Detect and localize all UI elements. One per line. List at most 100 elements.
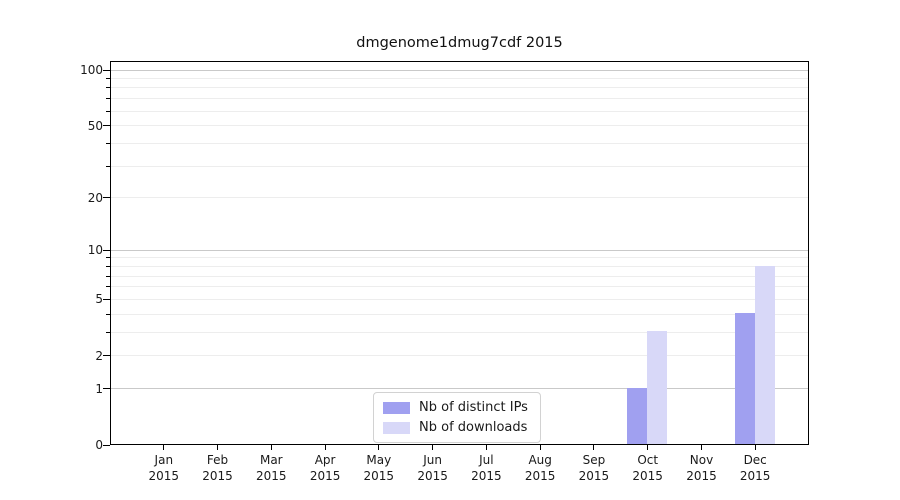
plot-area [110, 61, 809, 445]
bar-dec-downloads [754, 265, 775, 444]
y-minor-tick-60 [106, 110, 110, 112]
x-tick-label-line: Jan [154, 453, 174, 467]
x-tick-label-line: 2015 [632, 469, 663, 483]
x-tick-apr [324, 445, 326, 450]
y-tick-100 [103, 69, 110, 71]
x-tick-label-nov: Nov 2015 [662, 452, 742, 484]
x-tick-label-line: 2015 [578, 469, 610, 483]
y-minor-tick-4 [106, 313, 110, 315]
y-tick-label-10: 10 [87, 243, 103, 258]
gridline-8 [111, 266, 808, 267]
x-tick-label-line: 2015 [148, 469, 180, 483]
gridline-60 [111, 110, 808, 112]
x-tick-jan [163, 445, 165, 450]
x-tick-dec [754, 445, 756, 450]
x-tick-label-line: Nov [689, 453, 714, 467]
bar-oct-downloads [647, 331, 668, 444]
x-tick-label-line: 2015 [739, 469, 771, 483]
gridline-9 [111, 257, 808, 259]
gridline-10 [111, 249, 808, 251]
x-tick-may [378, 445, 380, 450]
y-minor-tick-9 [106, 257, 110, 259]
x-tick-label-line: 2015 [256, 469, 287, 483]
x-tick-label-feb: Feb 2015 [178, 452, 258, 484]
y-tick-20 [103, 197, 110, 199]
y-tick-label-2: 2 [95, 348, 103, 363]
y-tick-label-5: 5 [95, 292, 103, 307]
gridline-50 [111, 125, 808, 126]
gridline-2 [111, 355, 808, 357]
y-tick-label-1: 1 [95, 381, 103, 396]
y-tick-0 [103, 444, 110, 446]
chart-title: dmgenome1dmug7cdf 2015 [356, 35, 563, 51]
y-minor-tick-8 [106, 266, 110, 267]
x-tick-label-sep: Sep 2015 [554, 452, 634, 484]
x-tick-mar [270, 445, 272, 450]
gridline-4 [111, 313, 808, 315]
x-tick-label-line: Aug [528, 453, 552, 467]
gridline-70 [111, 98, 808, 100]
x-tick-label-apr: Apr 2015 [285, 452, 365, 484]
y-minor-tick-3 [106, 331, 110, 333]
x-tick-jun [432, 445, 434, 450]
gridline-1 [111, 388, 808, 390]
x-tick-label-line: Apr [314, 453, 336, 467]
y-tick-50 [103, 125, 110, 126]
x-tick-jul [485, 445, 487, 450]
legend-label-distinct-ips: Nb of distinct IPs [419, 400, 528, 415]
x-tick-label-mar: Mar 2015 [231, 452, 311, 484]
y-minor-tick-30 [106, 165, 110, 167]
gridline-5 [111, 298, 808, 300]
legend: Nb of distinct IPs Nb of downloads [373, 392, 541, 443]
y-tick-label-100: 100 [80, 63, 103, 77]
x-tick-label-line: 2015 [417, 469, 448, 483]
x-tick-label-line: Dec [743, 453, 767, 467]
x-tick-label-jan: Jan 2015 [124, 452, 204, 484]
y-tick-10 [103, 249, 110, 251]
legend-label-downloads: Nb of downloads [419, 420, 528, 435]
y-tick-label-20: 20 [87, 190, 103, 205]
x-tick-label-line: Sep [582, 453, 606, 467]
gridline-90 [111, 78, 808, 79]
bar-oct-ips [627, 387, 648, 444]
x-tick-label-line: 2015 [309, 469, 341, 483]
x-tick-label-jun: Jun 2015 [393, 452, 473, 484]
x-tick-label-line: Oct [637, 453, 659, 467]
x-tick-oct [647, 445, 649, 450]
gridline-40 [111, 142, 808, 144]
x-tick-label-line: 2015 [363, 469, 395, 483]
gridline-7 [111, 275, 808, 277]
x-tick-nov [701, 445, 702, 450]
gridline-20 [111, 197, 808, 199]
x-tick-label-may: May 2015 [339, 452, 419, 484]
gridline-30 [111, 165, 808, 167]
y-minor-tick-70 [106, 98, 110, 100]
y-tick-label-50: 50 [87, 118, 103, 133]
x-tick-sep [593, 445, 595, 450]
x-tick-label-line: Mar [259, 453, 283, 467]
bar-dec-ips [734, 313, 755, 444]
x-tick-label-line: 2015 [471, 469, 502, 483]
gridline-6 [111, 286, 808, 288]
x-tick-aug [539, 445, 541, 450]
x-tick-label-aug: Aug 2015 [500, 452, 580, 484]
y-tick-5 [103, 298, 110, 300]
x-tick-label-oct: Oct 2015 [608, 452, 688, 484]
y-tick-2 [103, 355, 110, 357]
legend-entry-downloads: Nb of downloads [383, 420, 528, 435]
y-tick-1 [103, 388, 110, 390]
x-tick-label-line: Jun [423, 453, 442, 467]
x-tick-feb [217, 445, 218, 450]
y-tick-label-0: 0 [95, 438, 103, 452]
legend-swatch-downloads [383, 421, 410, 434]
x-tick-label-line: 2015 [202, 469, 233, 483]
y-minor-tick-40 [106, 142, 110, 144]
legend-entry-distinct-ips: Nb of distinct IPs [383, 400, 528, 415]
y-minor-tick-90 [106, 78, 110, 79]
legend-swatch-distinct-ips [383, 401, 410, 414]
x-tick-label-line: May [366, 453, 392, 467]
gridline-80 [111, 87, 808, 89]
x-tick-label-jul: Jul 2015 [446, 452, 526, 484]
y-minor-tick-80 [106, 87, 110, 89]
